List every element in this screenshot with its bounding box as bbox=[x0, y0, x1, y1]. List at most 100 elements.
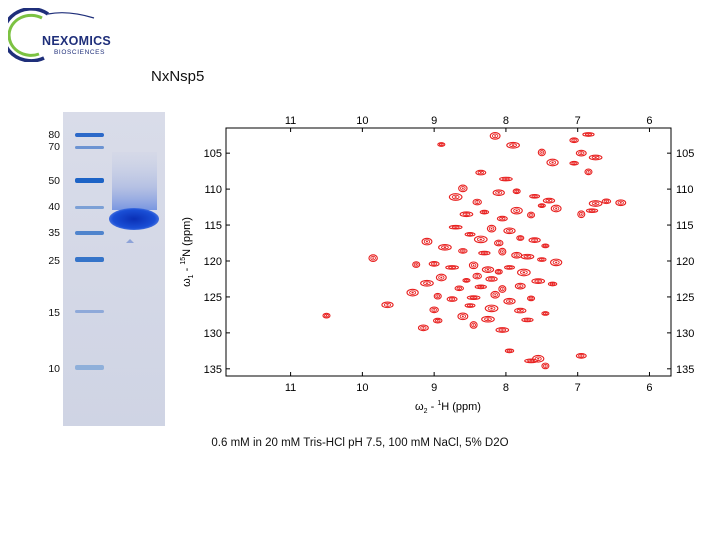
y-tick-label-right: 130 bbox=[676, 328, 694, 340]
hsqc-peak bbox=[495, 327, 510, 333]
hsqc-spectrum-plot: 11 10 9 8 7 6 11 10 9 8 7 6 105110115120125130135 … bbox=[180, 115, 694, 415]
x-tick-label-bottom: 6 bbox=[646, 382, 652, 394]
hsqc-peak bbox=[504, 265, 515, 270]
hsqc-peak bbox=[588, 200, 603, 207]
hsqc-peak bbox=[577, 210, 586, 219]
hsqc-peak bbox=[432, 317, 443, 324]
hsqc-peak bbox=[474, 284, 487, 290]
y-tick-label-right: 105 bbox=[676, 148, 694, 160]
hsqc-peak bbox=[381, 301, 394, 309]
hsqc-peak bbox=[412, 261, 421, 268]
y-tick-label-left: 135 bbox=[204, 364, 222, 376]
hsqc-peak bbox=[575, 149, 587, 157]
x-tick-label-top: 9 bbox=[431, 115, 437, 127]
x-tick-label-bottom: 11 bbox=[285, 382, 296, 394]
sds-page-gel-figure: 80 70 50 40 35 25 15 10 bbox=[30, 112, 170, 428]
y-tick-label-right: 125 bbox=[676, 292, 694, 304]
ladder-label: 25 bbox=[48, 255, 60, 267]
hsqc-peak bbox=[521, 317, 534, 323]
x-tick-label-bottom: 9 bbox=[431, 382, 437, 394]
hsqc-peak bbox=[550, 204, 562, 213]
hsqc-peak bbox=[481, 315, 495, 323]
x-tick-label-top: 8 bbox=[503, 115, 509, 127]
hsqc-peak bbox=[541, 311, 550, 316]
x-tick-label-bottom: 10 bbox=[356, 382, 368, 394]
hsqc-peak bbox=[516, 235, 525, 241]
y-tick-label-right: 115 bbox=[676, 220, 694, 232]
hsqc-peak bbox=[472, 272, 482, 280]
hsqc-peak bbox=[466, 295, 481, 300]
y-tick-label-right: 135 bbox=[676, 364, 694, 376]
hsqc-peak bbox=[498, 247, 507, 256]
hsqc-peak bbox=[524, 358, 538, 364]
hsqc-peak bbox=[475, 169, 487, 176]
ladder-label: 15 bbox=[48, 307, 60, 319]
hsqc-peak bbox=[584, 168, 593, 176]
logo-subtitle: BIOSCIENCES bbox=[54, 49, 106, 56]
hsqc-peak bbox=[429, 306, 439, 314]
hsqc-peak bbox=[454, 285, 465, 292]
ladder-label: 10 bbox=[48, 363, 60, 375]
hsqc-peak bbox=[428, 261, 440, 267]
hsqc-peak bbox=[417, 324, 429, 332]
hsqc-peak bbox=[458, 184, 468, 193]
hsqc-peak bbox=[464, 232, 476, 237]
hsqc-peak bbox=[526, 211, 536, 219]
hsqc-peak bbox=[526, 295, 536, 302]
hsqc-peak bbox=[546, 158, 559, 167]
hsqc-peak bbox=[486, 224, 497, 233]
nexomics-logo: NEXOMICS BIOSCIENCES bbox=[8, 8, 126, 62]
hsqc-peak bbox=[537, 257, 547, 262]
logo-swoosh-graphic bbox=[8, 8, 95, 62]
hsqc-peak bbox=[503, 227, 516, 235]
hsqc-peak bbox=[529, 193, 541, 199]
hsqc-peak bbox=[499, 176, 513, 182]
hsqc-peak bbox=[438, 243, 452, 251]
hsqc-peak bbox=[485, 276, 498, 282]
hsqc-peak bbox=[601, 198, 612, 205]
y-tick-label-left: 130 bbox=[204, 328, 222, 340]
hsqc-peak bbox=[458, 248, 468, 254]
hsqc-peak bbox=[490, 290, 500, 299]
hsqc-peak bbox=[510, 206, 523, 215]
hsqc-peak bbox=[478, 250, 491, 256]
x-tick-label-bottom: 8 bbox=[503, 382, 509, 394]
y-tick-label-right: 110 bbox=[676, 184, 694, 196]
hsqc-peak bbox=[492, 189, 505, 197]
hsqc-peak bbox=[496, 215, 508, 222]
hsqc-peak bbox=[493, 239, 504, 247]
page-title: NxNsp5 bbox=[151, 68, 205, 85]
hsqc-peak bbox=[459, 211, 474, 218]
x-tick-label-bottom: 7 bbox=[575, 382, 581, 394]
x-tick-label-top: 10 bbox=[356, 115, 368, 127]
hsqc-peak bbox=[542, 197, 556, 204]
sample-conditions-caption: 0.6 mM in 20 mM Tris-HCl pH 7.5, 100 mM … bbox=[211, 437, 509, 449]
hsqc-peak bbox=[473, 235, 488, 244]
ladder-label: 80 bbox=[48, 129, 60, 141]
hsqc-peak bbox=[468, 261, 479, 270]
hsqc-peak bbox=[462, 278, 471, 283]
hsqc-peak bbox=[506, 141, 520, 149]
hsqc-peak bbox=[547, 281, 558, 287]
hsqc-peak bbox=[406, 288, 419, 297]
hsqc-peak bbox=[588, 154, 603, 161]
hsqc-peak bbox=[569, 137, 579, 144]
y-tick-label-left: 105 bbox=[204, 148, 222, 160]
hsqc-peak bbox=[498, 285, 507, 293]
hsqc-peak bbox=[322, 312, 331, 319]
ladder-label: 50 bbox=[48, 175, 60, 187]
ladder-label: 35 bbox=[48, 227, 60, 239]
hsqc-peak bbox=[537, 148, 546, 157]
hsqc-peak bbox=[582, 132, 595, 137]
hsqc-peak bbox=[433, 292, 442, 300]
x-tick-label-top: 11 bbox=[285, 115, 296, 127]
hsqc-peak bbox=[550, 258, 563, 267]
hsqc-peak bbox=[481, 266, 495, 273]
hsqc-peak bbox=[541, 243, 550, 249]
ladder-bands bbox=[75, 133, 104, 370]
hsqc-spectrum-figure: 11 10 9 8 7 6 11 10 9 8 7 6 105 110 115 120 125 130 135 … bbox=[178, 106, 708, 422]
ladder-label: 40 bbox=[48, 201, 60, 213]
hsqc-peak bbox=[503, 297, 516, 305]
hsqc-peak bbox=[469, 321, 478, 329]
hsqc-peak bbox=[528, 237, 541, 243]
